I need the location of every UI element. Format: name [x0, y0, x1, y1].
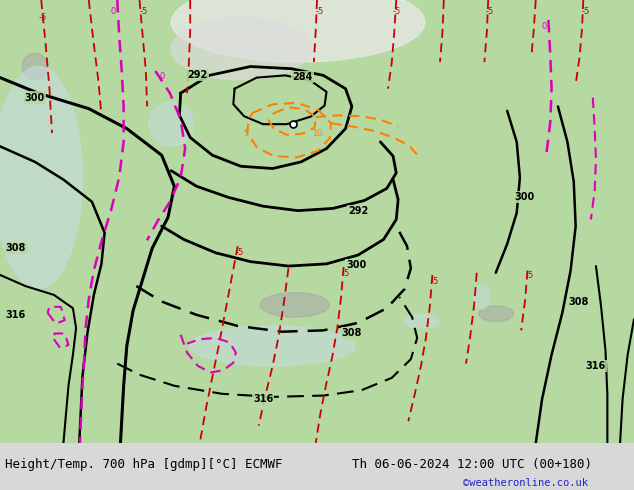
- Text: 284: 284: [292, 72, 313, 82]
- Text: 292: 292: [188, 71, 208, 80]
- Text: -5: -5: [139, 6, 148, 16]
- Text: -5: -5: [526, 271, 534, 280]
- Text: 0: 0: [541, 22, 547, 31]
- Text: 316: 316: [253, 394, 273, 404]
- Text: -5: -5: [581, 6, 590, 16]
- Ellipse shape: [404, 315, 439, 328]
- Text: -5: -5: [39, 13, 48, 22]
- Text: 300: 300: [25, 93, 45, 102]
- Ellipse shape: [479, 306, 514, 321]
- Text: 300: 300: [515, 193, 535, 202]
- Text: 0: 0: [159, 72, 164, 81]
- Text: -5: -5: [341, 269, 350, 278]
- Text: -5: -5: [235, 248, 244, 257]
- Text: 316: 316: [6, 310, 26, 320]
- Ellipse shape: [149, 102, 193, 147]
- Text: -5: -5: [315, 6, 324, 16]
- Ellipse shape: [0, 67, 82, 288]
- Text: -5: -5: [430, 277, 439, 286]
- Ellipse shape: [171, 0, 425, 62]
- Text: Height/Temp. 700 hPa [gdmp][°C] ECMWF: Height/Temp. 700 hPa [gdmp][°C] ECMWF: [5, 458, 283, 471]
- Text: ©weatheronline.co.uk: ©weatheronline.co.uk: [463, 478, 588, 488]
- Text: Th 06-06-2024 12:00 UTC (00+180): Th 06-06-2024 12:00 UTC (00+180): [352, 458, 592, 471]
- Ellipse shape: [171, 18, 311, 80]
- Text: 308: 308: [568, 296, 588, 307]
- Text: 5: 5: [243, 128, 249, 138]
- Ellipse shape: [260, 293, 330, 317]
- Ellipse shape: [190, 326, 355, 366]
- Text: 10: 10: [312, 128, 322, 138]
- Text: 0: 0: [110, 6, 115, 16]
- Text: -5: -5: [392, 6, 401, 16]
- Ellipse shape: [22, 53, 48, 80]
- Text: -5: -5: [485, 6, 494, 16]
- Text: 308: 308: [342, 328, 362, 339]
- Ellipse shape: [474, 285, 490, 309]
- Text: 292: 292: [348, 206, 368, 216]
- Text: 308: 308: [6, 244, 26, 253]
- Text: 316: 316: [586, 361, 606, 371]
- Text: 300: 300: [346, 260, 366, 270]
